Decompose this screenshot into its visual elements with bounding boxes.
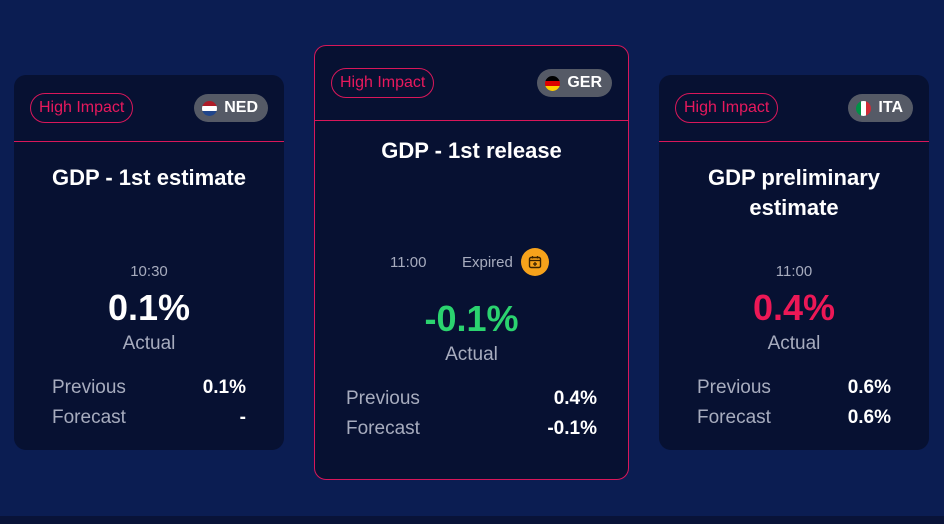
forecast-row: Forecast -0.1% [346,418,597,440]
impact-badge: High Impact [675,93,779,123]
expired-status: Expired [462,248,549,276]
event-time: 10:30 [130,263,168,280]
previous-label: Previous [346,388,420,409]
actual-label: Actual [767,333,821,354]
country-code: GER [567,74,602,91]
forecast-label: Forecast [52,407,126,428]
event-card-ned[interactable]: High Impact NED GDP - 1st estimate 10:30… [14,75,284,450]
actual-value: -0.1% [424,298,519,339]
event-title-line1: GDP preliminary [708,165,880,190]
previous-label: Previous [697,377,771,398]
previous-value: 0.1% [202,377,246,398]
netherlands-flag-icon [202,100,218,116]
germany-flag-icon [545,75,561,91]
country-badge[interactable]: ITA [848,94,913,122]
impact-badge: High Impact [30,93,134,123]
forecast-row: Forecast 0.6% [697,407,891,429]
actual-value: 0.4% [752,287,836,328]
bottom-strip [0,516,944,524]
card-header: High Impact GER [315,46,628,121]
event-time: 11:00 [775,263,813,280]
event-title-line2: estimate [749,195,839,220]
previous-value: 0.4% [553,388,597,409]
event-title: GDP - 1st release [381,138,562,163]
previous-row: Previous 0.4% [346,388,597,410]
forecast-value: 0.6% [847,407,891,428]
event-card-ita[interactable]: High Impact ITA GDP preliminary estimate… [659,75,929,450]
event-title: GDP preliminary estimate [659,163,929,223]
event-card-ger[interactable]: High Impact GER GDP - 1st release 11:00 … [314,45,629,480]
actual-label: Actual [445,344,498,365]
calendar-icon[interactable] [520,248,549,276]
actual-label: Actual [122,333,176,354]
italy-flag-icon [856,100,872,116]
country-badge[interactable]: NED [194,94,268,122]
event-time: 11:00 [390,254,427,271]
event-title: GDP - 1st estimate [51,165,246,190]
country-code: ITA [878,99,903,116]
expired-label: Expired [462,253,513,271]
forecast-label: Forecast [697,407,771,428]
card-header: High Impact NED [14,75,284,142]
previous-row: Previous 0.6% [697,377,891,399]
forecast-label: Forecast [346,418,420,439]
previous-label: Previous [52,377,126,398]
actual-value: 0.1% [107,287,191,328]
country-code: NED [224,99,258,116]
forecast-value: - [239,407,246,428]
country-badge[interactable]: GER [537,69,612,97]
previous-value: 0.6% [847,377,891,398]
previous-row: Previous 0.1% [52,377,246,399]
forecast-value: -0.1% [547,418,597,439]
impact-badge: High Impact [331,68,435,98]
forecast-row: Forecast - [52,407,246,429]
card-header: High Impact ITA [659,75,929,142]
